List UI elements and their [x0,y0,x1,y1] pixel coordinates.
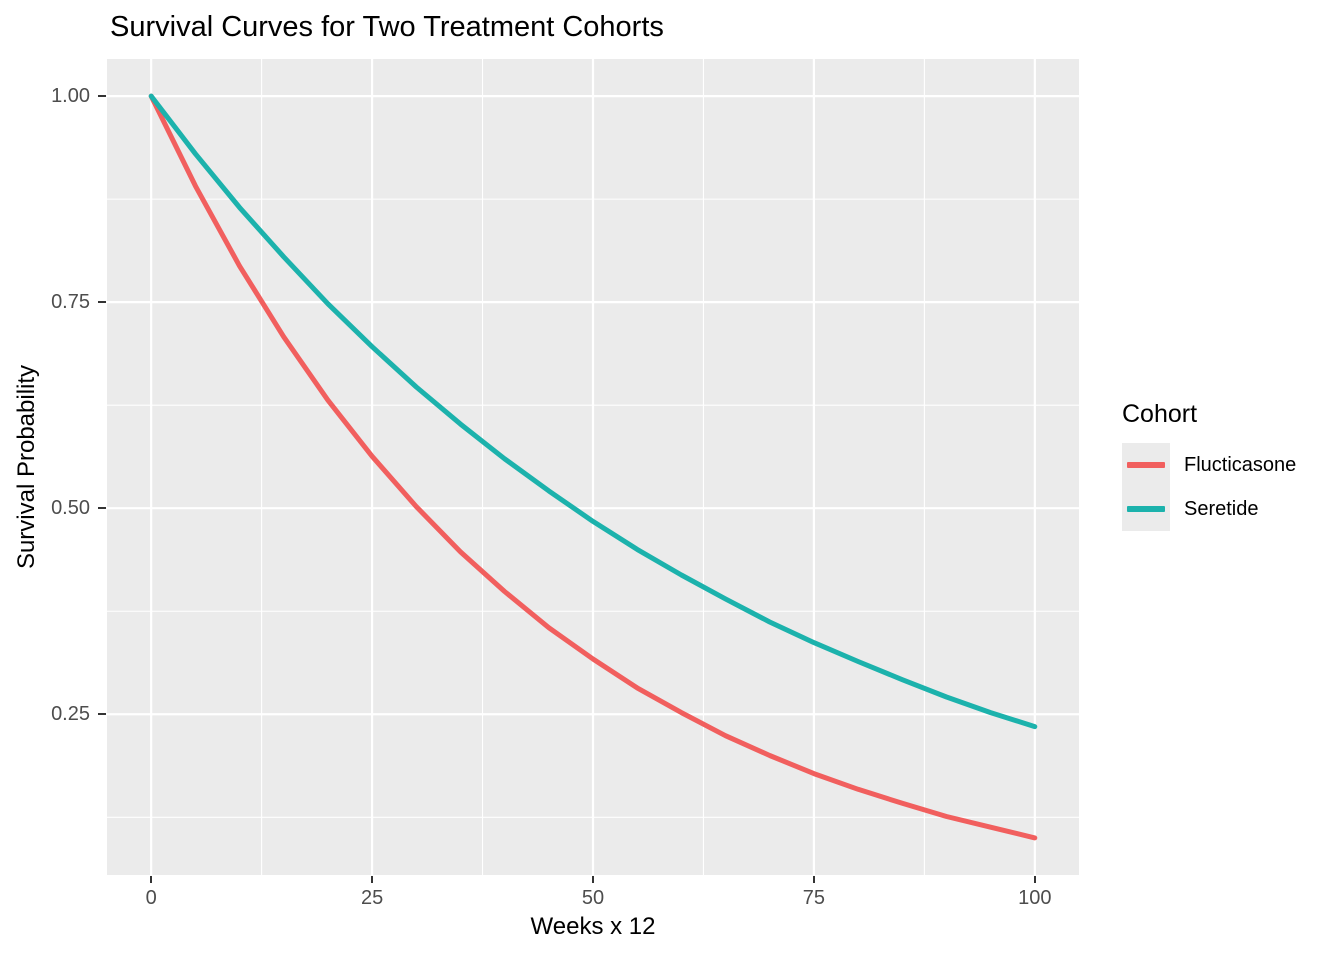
x-tick-label-25: 25 [360,887,384,909]
legend-key-seretide [1122,487,1170,531]
legend: Cohort Flucticasone Seretide [1122,400,1296,531]
legend-label-flucticasone: Flucticasone [1184,453,1297,476]
y-tick-label-0.25: 0.25 [51,703,90,726]
legend-item-flucticasone: Flucticasone [1122,443,1296,487]
legend-key-line-icon [1127,506,1165,512]
plot-title: Survival Curves for Two Treatment Cohort… [110,11,664,43]
series-line-seretide [148,93,1038,730]
legend-item-seretide: Seretide [1122,487,1296,531]
x-tick-label-75: 75 [802,887,826,909]
plot-panel [107,59,1079,875]
x-tick-mark [812,876,815,883]
legend-items: Flucticasone Seretide [1122,443,1296,531]
x-tick-mark [592,876,594,883]
x-axis-title: Weeks x 12 [530,913,656,940]
legend-key-flucticasone [1122,443,1170,487]
y-tick-label-0.50: 0.50 [51,497,90,520]
y-tick-mark [98,713,106,716]
x-tick-label-100: 100 [1018,887,1052,909]
x-tick-label-50: 50 [581,887,605,909]
y-tick-mark [98,301,106,304]
y-axis-title: Survival Probability [13,364,40,570]
y-tick-mark [98,95,106,98]
y-tick-mark [98,507,106,510]
chart-canvas [107,59,1079,875]
x-tick-mark [1033,876,1036,883]
y-tick-label-0.75: 0.75 [51,291,90,314]
x-tick-mark [371,876,374,883]
legend-key-line-icon [1127,462,1165,468]
y-tick-label-1.00: 1.00 [51,85,90,108]
legend-label-seretide: Seretide [1184,497,1259,520]
series-line-flucticasone [148,93,1038,841]
x-tick-label-0: 0 [145,887,157,909]
legend-title: Cohort [1122,400,1198,428]
x-tick-mark [150,876,153,883]
